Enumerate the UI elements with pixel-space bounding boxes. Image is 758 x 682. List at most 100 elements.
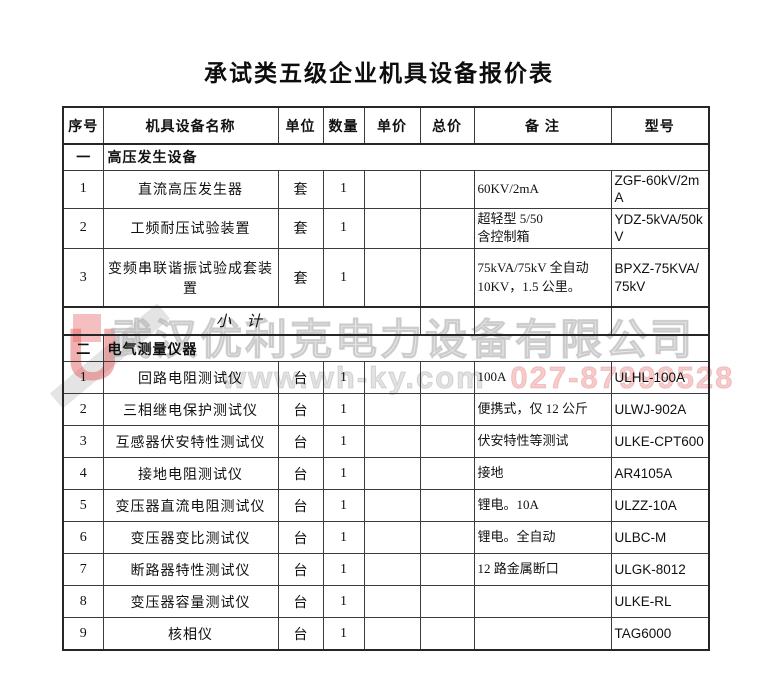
cell-total-price — [419, 169, 475, 209]
cell-unit-price — [363, 207, 421, 250]
cell-model: ULBC-M — [610, 521, 710, 555]
section-title: 电气测量仪器 — [102, 334, 710, 363]
header-unit-price: 单价 — [363, 106, 421, 145]
cell-no: 3 — [62, 248, 104, 308]
cell-model: BPXZ-75KVA/75kV — [610, 248, 710, 308]
cell-quantity: 1 — [322, 393, 365, 427]
table-row: 1 直流高压发生器 套 1 60KV/2mA ZGF-60kV/2mA — [62, 169, 710, 209]
cell-remark: 100A — [473, 361, 612, 395]
cell-total-price — [419, 248, 475, 308]
cell-remark: 便携式，仅 12 公斤 — [473, 393, 612, 427]
cell-no: 7 — [62, 553, 104, 587]
cell-model: ULWJ-902A — [610, 393, 710, 427]
cell-unit: 台 — [277, 489, 324, 523]
cell-unit: 台 — [277, 617, 324, 651]
subtotal-remark — [473, 305, 612, 336]
cell-model: ULGK-8012 — [610, 553, 710, 587]
quotation-table: 序号 机具设备名称 单位 数量 单价 总价 备 注 型号 一 高压发生设备 1 … — [62, 106, 710, 651]
cell-unit-price — [363, 393, 421, 427]
cell-no: 1 — [62, 169, 104, 209]
table-header-row: 序号 机具设备名称 单位 数量 单价 总价 备 注 型号 — [62, 106, 710, 145]
cell-model: ULHL-100A — [610, 361, 710, 395]
subtotal-total-price — [419, 305, 475, 336]
cell-model: AR4105A — [610, 457, 710, 491]
cell-unit: 套 — [277, 248, 324, 308]
cell-total-price — [419, 425, 475, 459]
cell-equipment-name: 变压器容量测试仪 — [102, 585, 279, 619]
header-quantity: 数量 — [322, 106, 365, 145]
cell-remark — [473, 617, 612, 651]
cell-unit-price — [363, 169, 421, 209]
cell-unit: 台 — [277, 553, 324, 587]
cell-total-price — [419, 489, 475, 523]
header-remark: 备 注 — [473, 106, 612, 145]
cell-equipment-name: 回路电阻测试仪 — [102, 361, 279, 395]
cell-unit: 台 — [277, 425, 324, 459]
table-row: 2 工频耐压试验装置 套 1 超轻型 5/50 含控制箱 YDZ-5kVA/50… — [62, 207, 710, 250]
cell-remark: 伏安特性等测试 — [473, 425, 612, 459]
cell-unit: 台 — [277, 457, 324, 491]
table-row: 7 断路器特性测试仪 台 1 12 路金属断口 ULGK-8012 — [62, 553, 710, 587]
subtotal-model — [610, 305, 710, 336]
cell-total-price — [419, 457, 475, 491]
cell-unit: 台 — [277, 521, 324, 555]
cell-equipment-name: 工频耐压试验装置 — [102, 207, 279, 250]
cell-no: 6 — [62, 521, 104, 555]
table-row: 2 三相继电保护测试仪 台 1 便携式，仅 12 公斤 ULWJ-902A — [62, 393, 710, 427]
cell-unit-price — [363, 425, 421, 459]
section-index: 一 — [62, 143, 104, 171]
cell-equipment-name: 变频串联谐振试验成套装置 — [102, 248, 279, 308]
cell-total-price — [419, 521, 475, 555]
cell-unit-price — [363, 553, 421, 587]
subtotal-row: 小 计 — [62, 305, 710, 336]
subtotal-label: 小 计 — [62, 305, 421, 336]
section-row: 二 电气测量仪器 — [62, 334, 710, 363]
cell-no: 2 — [62, 393, 104, 427]
cell-quantity: 1 — [322, 425, 365, 459]
cell-model: ZGF-60kV/2mA — [610, 169, 710, 209]
cell-no: 3 — [62, 425, 104, 459]
cell-remark — [473, 585, 612, 619]
cell-quantity: 1 — [322, 457, 365, 491]
cell-model: ULZZ-10A — [610, 489, 710, 523]
cell-remark: 接地 — [473, 457, 612, 491]
cell-equipment-name: 互感器伏安特性测试仪 — [102, 425, 279, 459]
cell-unit-price — [363, 248, 421, 308]
table-row: 3 变频串联谐振试验成套装置 套 1 75kVA/75kV 全自动 10KV，1… — [62, 248, 710, 308]
cell-total-price — [419, 617, 475, 651]
cell-model: TAG6000 — [610, 617, 710, 651]
cell-total-price — [419, 585, 475, 619]
cell-remark: 锂电。全自动 — [473, 521, 612, 555]
cell-unit-price — [363, 585, 421, 619]
cell-no: 1 — [62, 361, 104, 395]
page-title: 承试类五级企业机具设备报价表 — [204, 60, 554, 86]
cell-quantity: 1 — [322, 248, 365, 308]
cell-unit: 套 — [277, 169, 324, 209]
cell-total-price — [419, 207, 475, 250]
header-equipment-name: 机具设备名称 — [102, 106, 279, 145]
cell-no: 2 — [62, 207, 104, 250]
cell-no: 8 — [62, 585, 104, 619]
cell-equipment-name: 断路器特性测试仪 — [102, 553, 279, 587]
cell-quantity: 1 — [322, 489, 365, 523]
cell-equipment-name: 三相继电保护测试仪 — [102, 393, 279, 427]
cell-no: 5 — [62, 489, 104, 523]
table-row: 1 回路电阻测试仪 台 1 100A ULHL-100A — [62, 361, 710, 395]
cell-unit: 台 — [277, 361, 324, 395]
cell-model: YDZ-5kVA/50kV — [610, 207, 710, 250]
cell-total-price — [419, 361, 475, 395]
cell-no: 9 — [62, 617, 104, 651]
cell-equipment-name: 核相仪 — [102, 617, 279, 651]
cell-remark: 超轻型 5/50 含控制箱 — [473, 207, 612, 250]
cell-model: ULKE-CPT600 — [610, 425, 710, 459]
cell-unit-price — [363, 617, 421, 651]
cell-quantity: 1 — [322, 553, 365, 587]
cell-quantity: 1 — [322, 585, 365, 619]
header-total-price: 总价 — [419, 106, 475, 145]
cell-quantity: 1 — [322, 207, 365, 250]
header-no: 序号 — [62, 106, 104, 145]
table-row: 5 变压器直流电阻测试仪 台 1 锂电。10A ULZZ-10A — [62, 489, 710, 523]
cell-equipment-name: 接地电阻测试仪 — [102, 457, 279, 491]
table-row: 6 变压器变比测试仪 台 1 锂电。全自动 ULBC-M — [62, 521, 710, 555]
